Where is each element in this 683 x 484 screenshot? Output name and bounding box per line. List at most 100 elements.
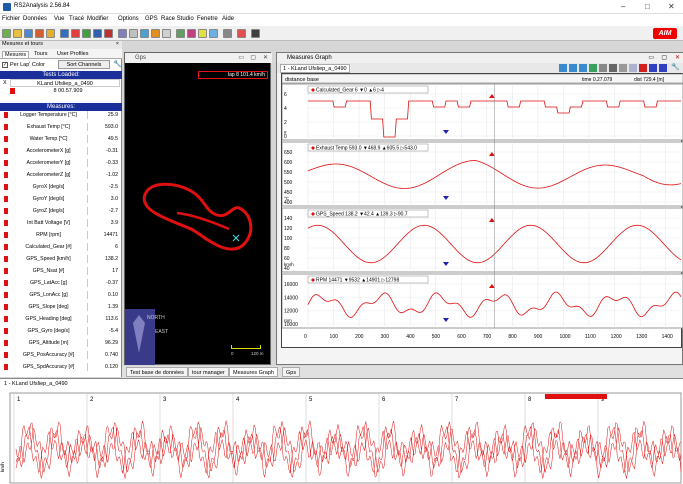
mg-minimize-button[interactable]: ▭ [648, 55, 654, 61]
channel-color-swatch[interactable] [4, 256, 8, 262]
gps-icon[interactable] [104, 29, 113, 38]
report-icon[interactable] [140, 29, 149, 38]
print-icon[interactable] [223, 29, 232, 38]
minimize-button[interactable]: – [621, 2, 626, 11]
channel-color-swatch[interactable] [4, 232, 8, 238]
menu-fichier[interactable]: Fichier [2, 16, 21, 22]
folder-icon[interactable] [13, 29, 22, 38]
channel-color-swatch[interactable] [4, 304, 8, 310]
track-icon[interactable] [162, 29, 171, 38]
tab-measures-graph[interactable]: Measures Graph [229, 367, 278, 377]
channel-color-swatch[interactable] [4, 340, 8, 346]
chart-icon[interactable] [639, 64, 647, 72]
channel-row[interactable]: GPS_Gyro [deg/s] -5.4 [2, 327, 120, 335]
measures-plot-area[interactable]: distance base time 0.27.079 dist 729.4 [m]… [281, 73, 683, 348]
fit-icon[interactable] [599, 64, 607, 72]
channel-color-swatch[interactable] [4, 220, 8, 226]
channel-color-swatch[interactable] [4, 184, 8, 190]
tab-gps[interactable]: Gps [282, 367, 301, 377]
table-icon[interactable] [118, 29, 127, 38]
channel-row[interactable]: AccelerometerX [g] -0.31 [2, 147, 120, 155]
tab-tours[interactable]: Tours [34, 51, 48, 57]
run-icon[interactable] [251, 29, 260, 38]
tab-tour-manager[interactable]: tour manager [188, 367, 229, 377]
menu-options[interactable]: Options [118, 16, 139, 22]
gps-close-button[interactable]: ✕ [262, 55, 268, 61]
channel-row[interactable]: Water Temp [°C] 49.5 [2, 135, 120, 143]
channel-color-swatch[interactable] [4, 280, 8, 286]
mg-wrench-icon[interactable]: 🔧 [671, 64, 680, 71]
zoom-out-icon[interactable] [569, 64, 577, 72]
channel-row[interactable]: Int Batt Voltage [V] 3.9 [2, 219, 120, 227]
channel-row[interactable]: GyroZ [deg/s] -2.7 [2, 207, 120, 215]
channel-row[interactable]: GPS_LatAcc [g] -0.37 [2, 279, 120, 287]
zoom-y-icon[interactable] [589, 64, 597, 72]
split-icon[interactable] [93, 29, 102, 38]
channel-row[interactable]: AccelerometerZ [g] -1.02 [2, 171, 120, 179]
save-icon[interactable] [24, 29, 33, 38]
channel-row[interactable]: GPS_Heading [deg] 113.6 [2, 315, 120, 323]
filter-icon[interactable] [187, 29, 196, 38]
wrench-icon[interactable]: 🔧 [113, 61, 122, 68]
test-row[interactable]: X KLand Ufsliep_a_0490 [0, 79, 122, 87]
download-icon[interactable] [35, 29, 44, 38]
channel-color-swatch[interactable] [4, 292, 8, 298]
settings-icon[interactable] [209, 29, 218, 38]
channel-row[interactable]: GPS_Nsat [#] 17 [2, 267, 120, 275]
zoom-x-icon[interactable] [579, 64, 587, 72]
layout-b-icon[interactable] [659, 64, 667, 72]
measures-icon[interactable] [71, 29, 80, 38]
gps-minimize-button[interactable]: ▭ [238, 55, 244, 61]
maximize-button[interactable]: □ [645, 2, 650, 11]
channel-row[interactable]: GyroX [deg/s] -2.5 [2, 183, 120, 191]
database-icon[interactable] [46, 29, 55, 38]
zoom-in-icon[interactable] [559, 64, 567, 72]
channel-row[interactable]: AccelerometerY [g] -0.33 [2, 159, 120, 167]
histogram-icon[interactable] [82, 29, 91, 38]
menu-race-studio[interactable]: Race Studio [161, 16, 194, 22]
channel-row[interactable]: RPM [rpm] 14471 [2, 231, 120, 239]
channel-color-swatch[interactable] [4, 148, 8, 154]
panel-close-icon[interactable]: × [115, 41, 119, 47]
menu-modifier[interactable]: Modifier [87, 16, 109, 22]
clock-icon[interactable] [609, 64, 617, 72]
channel-color-swatch[interactable] [4, 364, 8, 370]
test-remove-icon[interactable]: X [3, 80, 7, 86]
channel-color-swatch[interactable] [4, 112, 8, 118]
menu-aide[interactable]: Aide [222, 16, 235, 22]
sort-channels-button[interactable]: Sort Channels [58, 60, 110, 69]
channel-row[interactable]: Calculated_Gear [#] 6 [2, 243, 120, 251]
channel-color-swatch[interactable] [4, 124, 8, 130]
channel-row[interactable]: GPS_PosAccuracy [#] 0.740 [2, 351, 120, 359]
lap-overlay-chart[interactable]: 1 2 3 4 5 6 7 8 9 km/h [0, 389, 683, 484]
video-icon[interactable] [198, 29, 207, 38]
graph-icon[interactable] [60, 29, 69, 38]
grid-icon[interactable] [129, 29, 138, 38]
open-icon[interactable] [2, 29, 11, 38]
channel-color-swatch[interactable] [4, 136, 8, 142]
measure-icon[interactable] [619, 64, 627, 72]
menu-fenetre[interactable]: Fenetre [197, 16, 218, 22]
menu-trace[interactable]: Tracé [69, 16, 85, 22]
menu-gps[interactable]: GPS [145, 16, 158, 22]
tab-test-base[interactable]: Test base de données [126, 367, 188, 377]
per-lap-color-checkbox[interactable]: ✓ [2, 62, 8, 68]
export-icon[interactable] [237, 29, 246, 38]
channel-color-swatch[interactable] [4, 160, 8, 166]
tab-user-profiles[interactable]: User Profiles [57, 51, 89, 57]
lap-pane-tab[interactable]: 1 - KLand Ufsliep_a_0490 [4, 381, 68, 387]
channel-row[interactable]: GPS_Speed [km/h] 138.2 [2, 255, 120, 263]
channel-color-swatch[interactable] [4, 268, 8, 274]
channel-color-swatch[interactable] [4, 316, 8, 322]
gps-track-map[interactable] [125, 63, 272, 366]
tab-mesures[interactable]: Mesures [2, 51, 30, 58]
channel-row[interactable]: Exhaust Temp [°C] 593.0 [2, 123, 120, 131]
channel-color-swatch[interactable] [4, 172, 8, 178]
mg-test-tab[interactable]: 1 - KLand Ufsliep_a_0490 [280, 64, 350, 73]
close-button[interactable]: ✕ [668, 2, 675, 11]
overlay-icon[interactable] [629, 64, 637, 72]
channel-color-swatch[interactable] [4, 196, 8, 202]
math-icon[interactable] [176, 29, 185, 38]
mg-close-button[interactable]: ✕ [674, 55, 680, 61]
menu-donnees[interactable]: Données [23, 16, 48, 22]
